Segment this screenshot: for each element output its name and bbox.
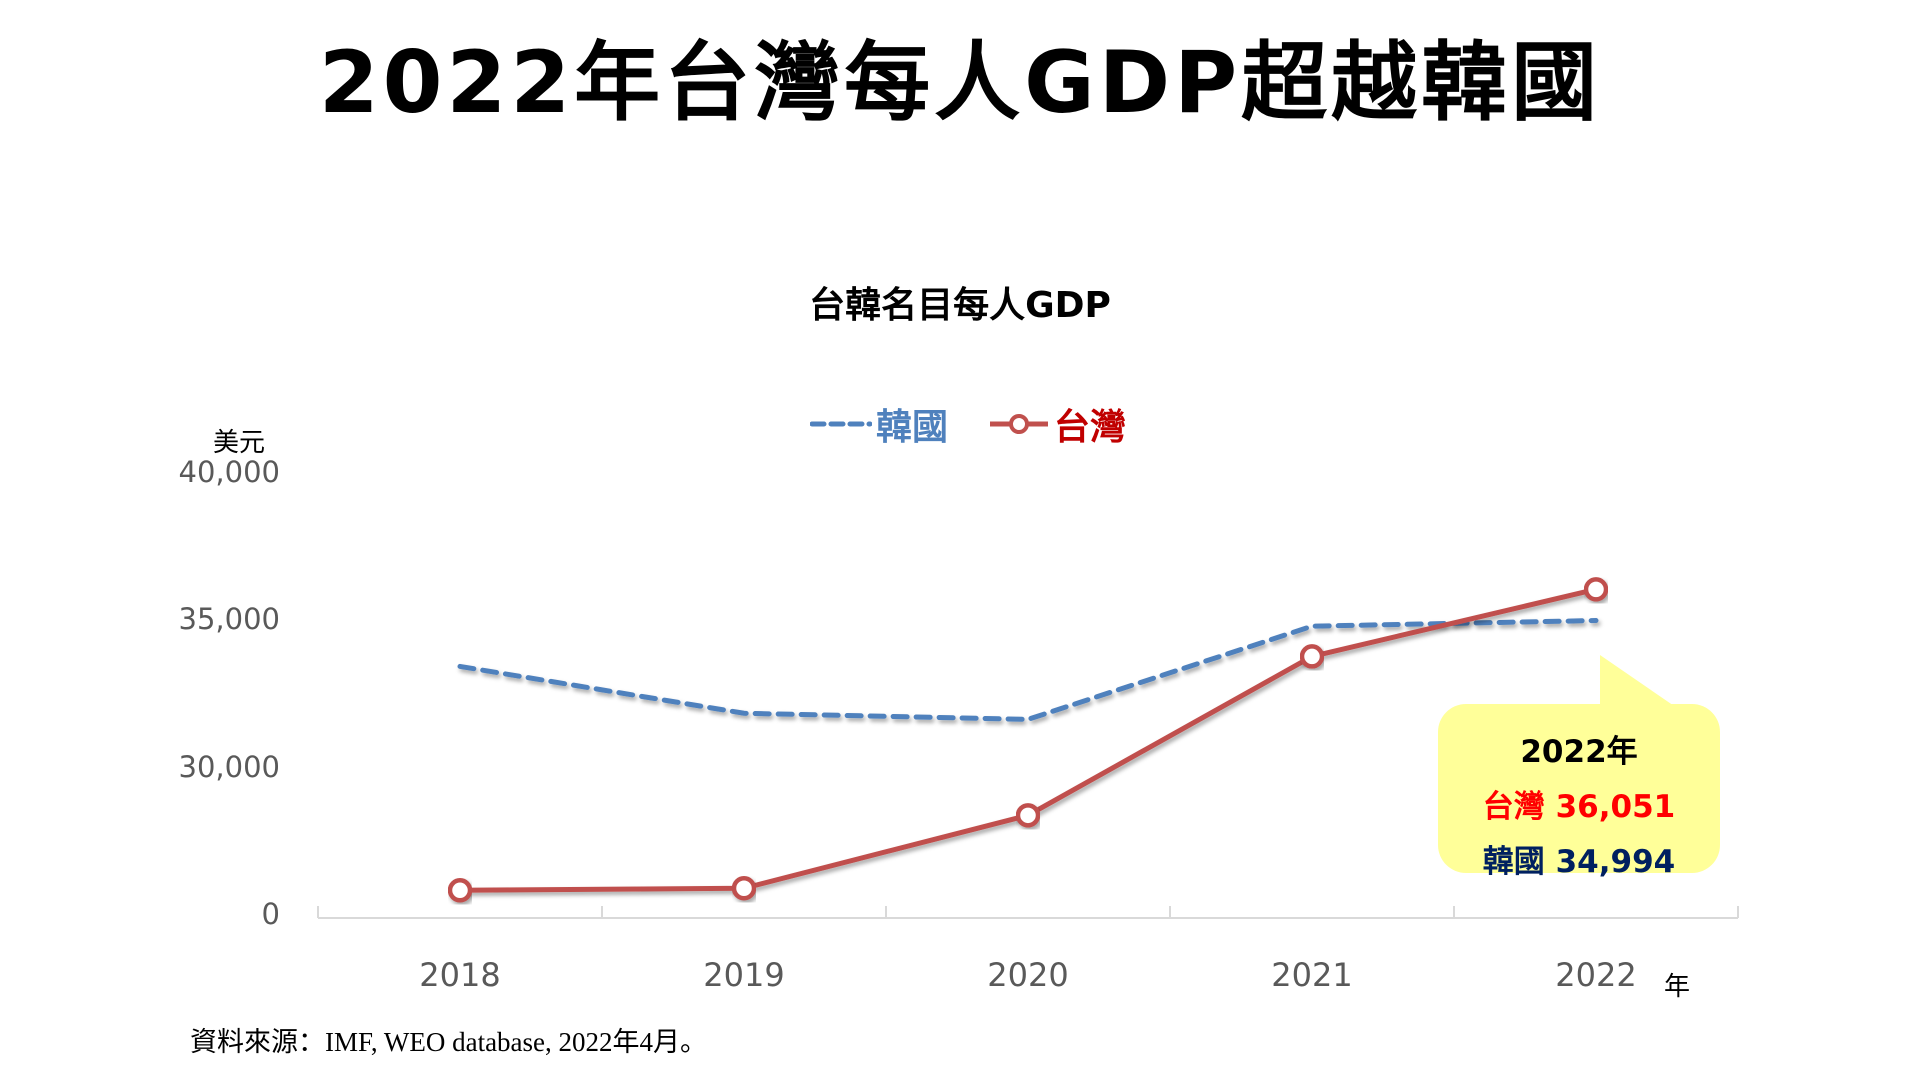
callout-taiwan-label: 台灣 <box>1482 789 1545 825</box>
source-note: 資料來源：IMF, WEO database, 2022年4月。 <box>190 1027 708 1057</box>
legend-item-taiwan[interactable]: 台灣 <box>988 398 1126 450</box>
y-axis-unit-label: 美元 <box>213 428 266 458</box>
data-point-taiwan <box>1299 644 1325 669</box>
callout-box: 2022年 台灣 36,051 韓國 34,994 <box>1438 704 1720 880</box>
y-tick-label: 40,000 <box>178 455 280 489</box>
callout-pointer <box>1600 655 1680 710</box>
x-tick-label: 2018 <box>419 956 501 994</box>
data-point-taiwan <box>731 875 757 901</box>
x-tick-label: 2019 <box>703 956 785 994</box>
callout-korea-value: 34,994 <box>1555 844 1676 880</box>
y-tick-label: 35,000 <box>178 602 280 637</box>
series-line-korea <box>457 618 1599 722</box>
callout-korea-row: 韓國 34,994 <box>1438 836 1720 881</box>
legend-label-korea: 韓國 <box>876 407 949 448</box>
x-tick-label: 2022 <box>1555 956 1637 994</box>
legend-label-taiwan: 台灣 <box>1054 407 1127 448</box>
legend-swatch-korea-dashed-icon <box>810 421 872 427</box>
legend-item-korea[interactable]: 韓國 <box>810 398 948 450</box>
series-line-taiwan <box>459 586 1597 893</box>
data-point-taiwan <box>1583 577 1609 602</box>
callout-year: 2022年 <box>1520 734 1638 770</box>
x-tick-label: 2020 <box>987 956 1069 994</box>
y-tick-label: 0 <box>261 897 280 931</box>
legend-swatch-taiwan-circle-icon <box>990 414 1049 434</box>
callout-taiwan-row: 台灣 36,051 <box>1438 781 1720 826</box>
callout-korea-label: 韓國 <box>1482 844 1545 880</box>
chart-title: 台韓名目每人GDP <box>0 276 1920 328</box>
legend: 韓國 台灣 <box>810 404 1166 448</box>
x-tick-label: 2021 <box>1271 956 1353 994</box>
x-axis-unit-label: 年 <box>1664 972 1691 1002</box>
callout-taiwan-value: 36,051 <box>1555 789 1676 825</box>
y-tick-label: 30,000 <box>178 749 280 784</box>
main-title: 2022年台灣每人GDP超越韓國 <box>318 33 1602 133</box>
data-point-taiwan <box>1015 803 1041 828</box>
chart-title-text: 台韓名目每人GDP <box>809 285 1111 326</box>
data-point-taiwan <box>447 878 473 903</box>
